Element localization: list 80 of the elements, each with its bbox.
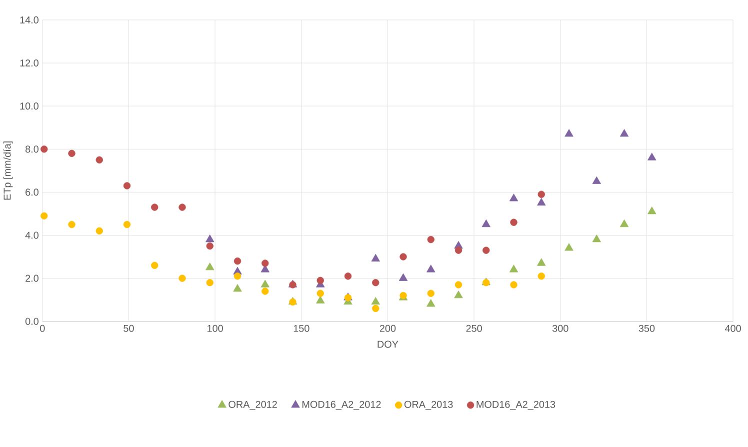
point — [68, 150, 76, 157]
point — [454, 281, 462, 288]
point — [206, 262, 214, 270]
point — [510, 218, 518, 226]
x-tick-label: 300 — [552, 324, 568, 332]
x-tick-label: 50 — [124, 324, 134, 332]
x-tick-label: 250 — [466, 324, 482, 332]
point — [372, 304, 380, 312]
point — [509, 264, 518, 272]
point — [426, 299, 436, 307]
point — [123, 182, 131, 190]
point — [648, 152, 656, 160]
point — [234, 257, 242, 265]
y-tick-label: 0.0 — [25, 318, 38, 325]
x-tick-label: 200 — [380, 324, 396, 332]
x-axis-title: DOY — [378, 340, 398, 348]
y-tick-label: 6.0 — [26, 188, 38, 196]
point — [454, 290, 463, 298]
point — [648, 206, 656, 214]
x-tick-label: 350 — [638, 324, 655, 332]
y-tick-label: 14.0 — [20, 16, 38, 24]
point — [40, 212, 48, 220]
point — [372, 278, 380, 286]
y-axis-title: ETp [mm/día] — [3, 141, 13, 200]
point — [400, 253, 407, 260]
point — [344, 272, 352, 280]
point — [482, 219, 490, 228]
y-tick-label: 8.0 — [25, 146, 38, 153]
point — [40, 145, 48, 153]
point — [96, 156, 103, 164]
x-tick-label: 100 — [208, 324, 223, 332]
point — [234, 272, 242, 280]
legend-label: ORA_2012 — [228, 400, 277, 410]
point — [262, 288, 269, 295]
point — [262, 260, 269, 267]
point — [592, 234, 601, 242]
point — [509, 194, 518, 202]
point — [68, 220, 76, 228]
point — [260, 280, 270, 288]
y-tick-label: 10.0 — [20, 102, 38, 110]
point — [123, 220, 131, 228]
point — [178, 274, 186, 282]
point — [206, 242, 214, 250]
legend-label: MOD16_A2_2013 — [476, 400, 556, 410]
point — [538, 190, 545, 198]
legend-label: MOD16_A2_2012 — [302, 400, 381, 410]
point — [564, 129, 574, 137]
x-tick-label: 400 — [724, 324, 741, 332]
point — [620, 129, 629, 137]
point — [371, 254, 380, 262]
point — [482, 246, 490, 254]
y-tick-label: 12.0 — [20, 59, 38, 66]
point — [398, 273, 408, 281]
point — [233, 284, 242, 292]
point — [206, 278, 214, 286]
point — [316, 290, 324, 297]
point — [151, 204, 158, 211]
point — [620, 219, 629, 228]
point — [564, 243, 574, 251]
point — [427, 236, 434, 244]
point — [427, 290, 434, 297]
point — [206, 234, 214, 242]
point — [537, 258, 546, 266]
legend-label: ORA_2013 — [404, 400, 453, 410]
point — [151, 262, 158, 269]
point — [538, 272, 545, 280]
y-tick-label: 4.0 — [25, 232, 38, 239]
point — [510, 281, 518, 288]
point — [537, 198, 546, 206]
point — [178, 204, 186, 211]
point — [454, 246, 462, 254]
point — [316, 296, 325, 304]
point — [592, 176, 601, 184]
y-tick-label: 2.0 — [26, 274, 38, 282]
point — [426, 264, 436, 272]
x-tick-label: 150 — [294, 324, 310, 332]
point — [96, 227, 103, 234]
x-tick-label: 0 — [40, 324, 45, 332]
point — [371, 296, 380, 305]
point — [316, 276, 324, 284]
